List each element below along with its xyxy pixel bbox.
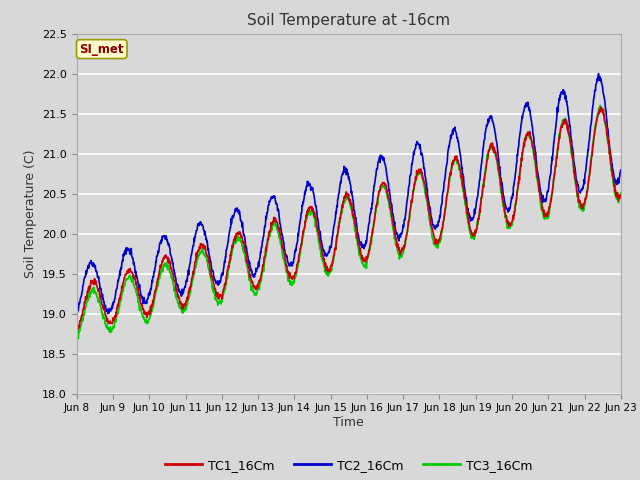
TC1_16Cm bbox=[73, 325, 81, 331]
TC1_16Cm bbox=[195, 247, 202, 253]
TC1_16Cm bbox=[617, 193, 625, 199]
TC2_16Cm bbox=[433, 224, 441, 230]
TC3_16Cm bbox=[181, 306, 189, 312]
TC3_16Cm bbox=[73, 331, 81, 337]
TC3_16Cm bbox=[617, 191, 625, 196]
TC3_16Cm bbox=[434, 243, 442, 249]
TC1_16Cm bbox=[74, 328, 81, 334]
TC3_16Cm bbox=[596, 103, 604, 108]
TC1_16Cm bbox=[434, 240, 442, 246]
TC2_16Cm bbox=[552, 120, 560, 126]
X-axis label: Time: Time bbox=[333, 416, 364, 429]
TC1_16Cm bbox=[505, 220, 513, 226]
TC2_16Cm bbox=[595, 71, 602, 76]
Y-axis label: Soil Temperature (C): Soil Temperature (C) bbox=[24, 149, 36, 278]
TC1_16Cm bbox=[597, 104, 605, 110]
TC3_16Cm bbox=[255, 284, 263, 290]
TC2_16Cm bbox=[73, 315, 81, 321]
TC2_16Cm bbox=[617, 167, 625, 173]
TC1_16Cm bbox=[181, 301, 189, 307]
Line: TC2_16Cm: TC2_16Cm bbox=[77, 73, 621, 318]
Line: TC1_16Cm: TC1_16Cm bbox=[77, 107, 621, 331]
TC3_16Cm bbox=[195, 254, 202, 260]
TC3_16Cm bbox=[74, 336, 82, 341]
Legend: TC1_16Cm, TC2_16Cm, TC3_16Cm: TC1_16Cm, TC2_16Cm, TC3_16Cm bbox=[159, 454, 538, 477]
TC1_16Cm bbox=[553, 154, 561, 160]
Title: Soil Temperature at -16cm: Soil Temperature at -16cm bbox=[247, 13, 451, 28]
TC1_16Cm bbox=[255, 280, 263, 286]
TC3_16Cm bbox=[505, 222, 513, 228]
Text: SI_met: SI_met bbox=[79, 43, 124, 56]
TC3_16Cm bbox=[553, 155, 561, 160]
TC2_16Cm bbox=[255, 259, 262, 265]
TC2_16Cm bbox=[194, 221, 202, 227]
TC2_16Cm bbox=[180, 285, 188, 291]
TC2_16Cm bbox=[504, 209, 512, 215]
Line: TC3_16Cm: TC3_16Cm bbox=[77, 106, 621, 338]
